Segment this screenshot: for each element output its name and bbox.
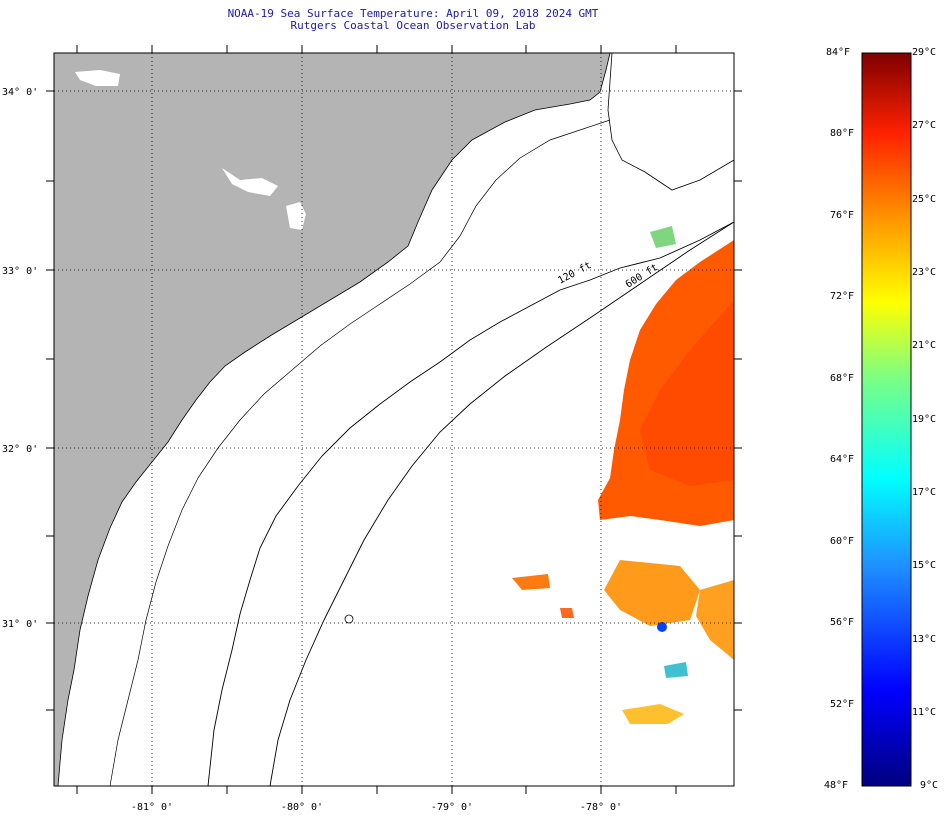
colorbar-label-c: 19°C — [912, 414, 937, 425]
land-northeast — [607, 53, 734, 191]
colorbar-label-f: 68°F — [830, 373, 855, 384]
colorbar — [861, 52, 912, 787]
sst-patch — [622, 704, 684, 724]
sst-patch — [696, 580, 734, 660]
colorbar-label-c: 9°C — [920, 780, 939, 791]
colorbar-label-f: 64°F — [830, 454, 855, 465]
map-title: NOAA-19 Sea Surface Temperature: April 0… — [227, 7, 599, 20]
map-frame — [53, 52, 735, 787]
colorbar-label-f: 72°F — [830, 291, 855, 302]
lat-label: 32° 0' — [2, 444, 38, 455]
colorbar-label-c: 17°C — [912, 487, 937, 498]
sst-warm-core — [640, 300, 734, 486]
sst-patch — [560, 608, 574, 618]
colorbar-label-c: 21°C — [912, 340, 937, 351]
contour-600ft — [269, 221, 734, 786]
sst-patch — [664, 662, 688, 678]
seamount-circle — [344, 614, 354, 624]
colorbar-label-c: 13°C — [912, 634, 937, 645]
lat-label: 34° 0' — [2, 87, 38, 98]
sst-patch — [512, 574, 550, 590]
grid-lines — [54, 53, 734, 786]
colorbar-label-f: 56°F — [830, 617, 855, 628]
colorbar-label-f: 80°F — [830, 128, 855, 139]
colorbar-label-c: 27°C — [912, 120, 937, 131]
lon-label: -79° 0' — [431, 802, 473, 813]
lat-label: 31° 0' — [2, 619, 38, 630]
colorbar-label-c: 15°C — [912, 560, 937, 571]
contour-120ft — [207, 221, 734, 786]
sst-cold-spot — [657, 622, 667, 632]
lake-patch — [286, 202, 306, 230]
sst-patch — [650, 226, 676, 248]
colorbar-label-f: 76°F — [830, 210, 855, 221]
colorbar-label-c: 23°C — [912, 267, 937, 278]
lon-label: -81° 0' — [131, 802, 173, 813]
lake-patch — [75, 70, 120, 86]
colorbar-label-f: 52°F — [830, 699, 855, 710]
colorbar-label-f: 84°F — [826, 47, 851, 58]
axis-ticks — [46, 45, 742, 794]
inner-shelf-line — [109, 119, 611, 786]
colorbar-label-c: 29°C — [912, 47, 937, 58]
lon-label: -80° 0' — [281, 802, 323, 813]
colorbar-label-f: 60°F — [830, 536, 855, 547]
colorbar-label-f: 48°F — [824, 780, 849, 791]
map-subtitle: Rutgers Coastal Ocean Observation Lab — [290, 19, 536, 32]
lat-label: 33° 0' — [2, 266, 38, 277]
land-mass — [54, 53, 611, 786]
lon-label: -78° 0' — [580, 802, 622, 813]
lake-patch — [222, 168, 278, 196]
colorbar-label-c: 25°C — [912, 194, 937, 205]
colorbar-label-c: 11°C — [912, 707, 937, 718]
sst-patch — [604, 560, 700, 626]
